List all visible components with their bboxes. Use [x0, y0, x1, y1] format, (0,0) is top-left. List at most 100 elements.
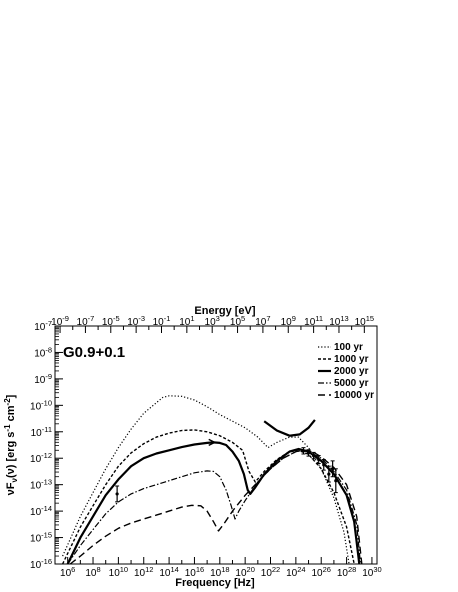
y-tick-label: 10-10 — [30, 398, 52, 412]
legend-label: 100 yr — [334, 342, 363, 353]
top-tick-label: 101 — [179, 314, 194, 328]
x-tick-label-base: 10 — [235, 568, 247, 579]
y-tick-label: 10-12 — [30, 451, 52, 465]
top-tick-label-base: 10 — [255, 317, 267, 328]
y-tick-label-base: 10 — [34, 375, 46, 386]
y-label-sup2: -2 — [3, 398, 12, 406]
y-tick-label: 10-15 — [30, 531, 52, 545]
x-tick-label: 108 — [85, 565, 100, 579]
y-label-mid: (ν) [erg s — [5, 432, 17, 478]
data-point — [334, 479, 338, 483]
y-label-end: ] — [5, 394, 17, 398]
top-tick-label: 10-1 — [153, 314, 171, 328]
top-tick-label-exp: 1 — [190, 314, 194, 323]
top-tick-label: 107 — [255, 314, 270, 328]
x-tick-label-exp: 24 — [297, 565, 305, 574]
y-tick-label-exp: -8 — [45, 345, 52, 354]
top-tick-label-base: 10 — [329, 317, 341, 328]
source-title: G0.9+0.1 — [63, 344, 125, 361]
top-tick-label-exp: -3 — [138, 314, 145, 323]
y-tick-label-exp: -14 — [41, 504, 52, 513]
x-tick-label-base: 10 — [261, 568, 273, 579]
top-tick-label-exp: 5 — [241, 314, 245, 323]
data-point — [301, 449, 306, 453]
data-point — [317, 457, 321, 462]
x-tick-label-base: 10 — [109, 568, 121, 579]
curve-1000-yr — [61, 429, 355, 565]
top-tick-label-base: 10 — [179, 317, 191, 328]
x-tick-label-exp: 16 — [196, 565, 204, 574]
legend-label: 10000 yr — [334, 390, 374, 401]
y-label-mid2: cm — [5, 405, 17, 424]
y-tick-label-exp: -13 — [41, 478, 52, 487]
y-tick-label-exp: -11 — [42, 425, 52, 434]
data-point — [115, 492, 119, 496]
top-tick-label: 1015 — [355, 314, 374, 328]
top-tick-label-base: 10 — [127, 317, 139, 328]
y-tick-label: 10-7 — [34, 319, 52, 333]
legend-label: 5000 yr — [334, 378, 369, 389]
data-point — [322, 463, 326, 467]
data-point — [306, 451, 311, 455]
y-tick-label: 10-14 — [30, 504, 52, 518]
top-tick-label: 10-7 — [77, 314, 95, 328]
y-tick-label-base: 10 — [34, 322, 46, 333]
top-tick-label-exp: -7 — [88, 314, 95, 323]
top-tick-label-exp: 13 — [340, 314, 348, 323]
top-axis-title: Energy [eV] — [194, 305, 255, 317]
top-tick-label-exp: 3 — [216, 314, 220, 323]
top-tick-label: 1011 — [304, 314, 323, 328]
x-tick-label-exp: 8 — [97, 565, 101, 574]
x-tick-label-base: 10 — [311, 568, 323, 579]
y-tick-label: 10-9 — [34, 372, 52, 386]
x-tick-label: 1026 — [311, 565, 330, 579]
legend-label: 1000 yr — [334, 354, 369, 365]
y-tick-label-base: 10 — [30, 454, 42, 465]
y-axis-title: νFν(ν) [erg s-1 cm-2] — [3, 394, 19, 495]
data-point — [312, 453, 316, 458]
x-tick-label: 1016 — [185, 565, 204, 579]
top-tick-label-exp: -5 — [113, 314, 120, 323]
x-tick-label-exp: 12 — [145, 565, 153, 574]
y-tick-label-base: 10 — [30, 401, 42, 412]
x-tick-label: 1014 — [159, 565, 178, 579]
y-axis-ticks: 10-1610-1510-1410-1310-1210-1110-1010-91… — [30, 319, 63, 571]
top-tick-label-base: 10 — [77, 317, 89, 328]
top-tick-label-base: 10 — [355, 317, 367, 328]
x-tick-label-base: 10 — [60, 568, 72, 579]
y-label-sup1: -1 — [3, 424, 12, 432]
y-label-sub: ν — [10, 477, 19, 482]
y-tick-label-exp: -15 — [41, 531, 52, 540]
x-tick-label-base: 10 — [185, 568, 197, 579]
top-tick-label: 10-3 — [127, 314, 145, 328]
top-tick-label: 109 — [281, 314, 296, 328]
x-tick-label: 106 — [60, 565, 75, 579]
plot-frame — [54, 325, 378, 565]
x-axis-ticks: 106 108 1010 1012 1014 1016 1018 1020 1022 1024 10… — [54, 557, 382, 579]
x-tick-label-exp: 30 — [373, 565, 381, 574]
top-tick-label-exp: 7 — [266, 314, 270, 323]
x-tick-label-base: 10 — [362, 568, 374, 579]
y-tick-label-exp: -7 — [45, 319, 52, 328]
top-tick-label-base: 10 — [281, 317, 293, 328]
top-tick-label-base: 10 — [102, 317, 114, 328]
x-tick-label-base: 10 — [337, 568, 349, 579]
top-tick-label: 1013 — [329, 314, 348, 328]
top-axis-ticks: 10-9 10-7 10-5 10-3 10-1 101 103 105 107 109 1011 1… — [51, 314, 378, 333]
top-tick-label-exp: -1 — [164, 314, 171, 323]
y-tick-label-exp: -16 — [41, 557, 52, 566]
x-tick-label: 1010 — [109, 565, 128, 579]
upper-limit-arrow — [208, 438, 217, 446]
x-tick-label: 1024 — [286, 565, 305, 579]
x-tick-label-exp: 14 — [170, 565, 178, 574]
top-tick-label-exp: 9 — [292, 314, 296, 323]
x-tick-label: 1022 — [261, 565, 280, 579]
top-tick-label: 10-9 — [51, 314, 69, 328]
curve-5000-yr — [67, 449, 362, 565]
x-tick-label: 1028 — [337, 565, 356, 579]
curve-100-yr — [62, 395, 350, 565]
y-tick-label-base: 10 — [30, 534, 42, 545]
y-tick-label: 10-8 — [34, 345, 52, 359]
